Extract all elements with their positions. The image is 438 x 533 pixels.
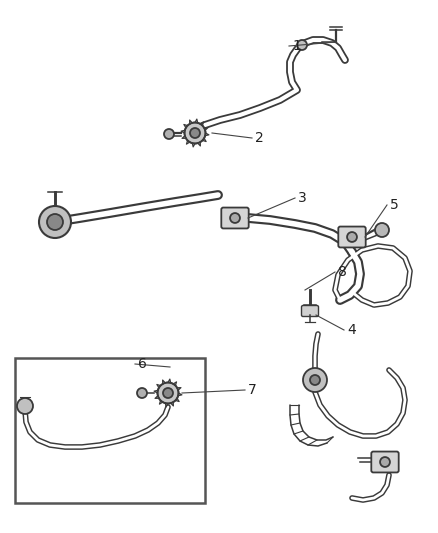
Text: 8: 8 — [338, 265, 347, 279]
FancyBboxPatch shape — [301, 305, 318, 317]
Circle shape — [137, 388, 147, 398]
Circle shape — [380, 457, 390, 467]
Bar — [15, 358, 205, 503]
Circle shape — [39, 206, 71, 238]
Circle shape — [297, 40, 307, 50]
Circle shape — [47, 214, 63, 230]
Circle shape — [163, 388, 173, 398]
Circle shape — [184, 123, 205, 143]
Text: 5: 5 — [390, 198, 399, 212]
FancyBboxPatch shape — [371, 451, 399, 472]
Circle shape — [303, 368, 327, 392]
Text: 6: 6 — [138, 357, 147, 371]
FancyBboxPatch shape — [221, 207, 249, 229]
Circle shape — [158, 383, 179, 403]
FancyBboxPatch shape — [338, 227, 366, 247]
Circle shape — [375, 223, 389, 237]
Circle shape — [17, 398, 33, 414]
Text: 7: 7 — [248, 383, 257, 397]
Circle shape — [347, 232, 357, 242]
Text: 4: 4 — [347, 323, 356, 337]
Text: 2: 2 — [255, 131, 264, 145]
Circle shape — [230, 213, 240, 223]
Text: 1: 1 — [292, 39, 301, 53]
Text: 3: 3 — [298, 191, 307, 205]
Circle shape — [164, 129, 174, 139]
Circle shape — [310, 375, 320, 385]
Circle shape — [190, 128, 200, 138]
